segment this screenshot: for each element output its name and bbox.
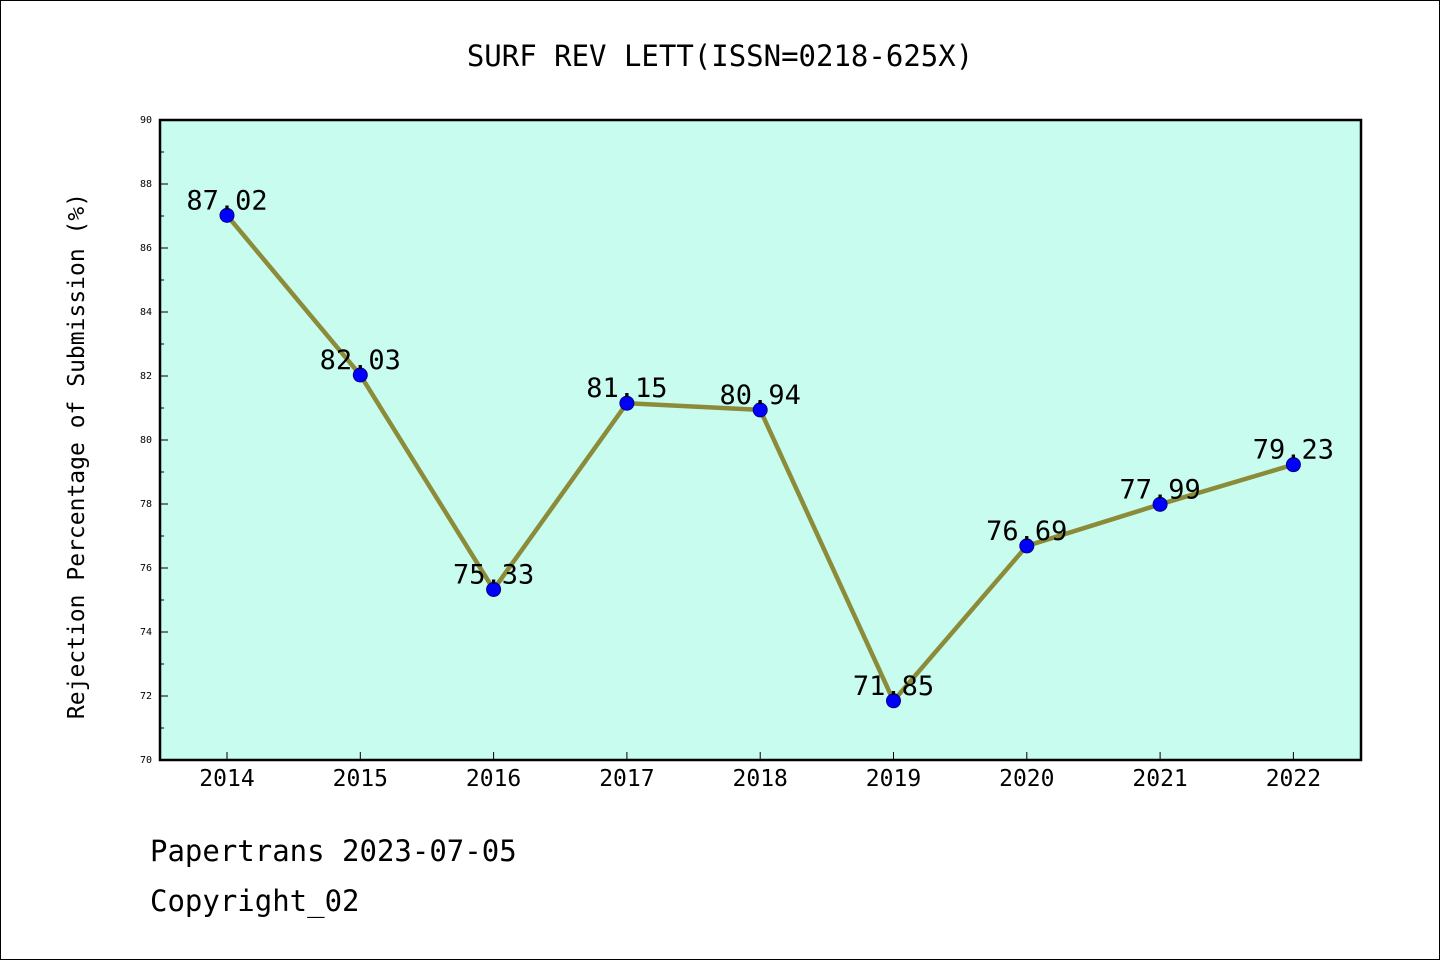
y-tick-label: 84 [140,307,152,318]
footer-date-text: Papertrans 2023-07-05 [150,834,517,868]
chart-title: SURF REV LETT(ISSN=0218-625X) [467,39,973,73]
series-group [219,207,1301,709]
data-point-marker [352,367,368,383]
data-point-marker [886,693,901,709]
data-label: 87.02 [186,185,267,216]
y-tick-label: 78 [140,499,152,510]
x-tick-label: 2021 [1132,766,1187,792]
data-label: 77.99 [1119,474,1200,505]
x-tick-label: 2017 [599,766,654,792]
y-tick-label: 90 [140,115,152,126]
data-point-marker [619,395,635,411]
data-labels-group: 87.02 82.03 75.33 81.15 80.94 71.85 76.69 77.99… [186,185,1334,701]
data-label: 80.94 [720,380,801,411]
y-tick-label: 86 [140,243,152,254]
plot-border [158,118,1363,762]
data-point-marker [1285,457,1301,473]
x-tick-label: 2022 [1266,766,1321,792]
data-label: 75.33 [453,559,534,590]
y-tick-label: 88 [140,179,152,190]
data-point-marker [1019,538,1035,554]
y-tick-label: 74 [140,627,152,638]
data-point-marker [486,581,502,597]
data-label: 76.69 [986,516,1067,547]
data-point-marker [1152,496,1168,512]
x-tick-label: 2014 [199,766,254,792]
data-point-marker [219,207,235,223]
data-point-marker [752,402,768,418]
y-axis-ticks: 70 72 74 76 78 80 82 84 86 88 90 [140,115,168,766]
x-tick-label: 2015 [333,766,388,792]
y-tick-label: 72 [140,691,152,702]
x-tick-label: 2020 [999,766,1054,792]
y-tick-label: 80 [140,435,152,446]
x-axis-ticks: 2014 2015 2016 2017 2018 2019 2020 2021 2022 [199,752,1321,792]
data-label: 82.03 [320,345,401,376]
x-tick-label: 2016 [466,766,521,792]
y-tick-label: 76 [140,563,152,574]
data-label: 79.23 [1253,435,1334,466]
y-tick-label: 82 [140,371,152,382]
footer-copyright-text: Copyright_02 [150,884,360,918]
y-tick-label: 70 [140,755,152,766]
y-axis-label: Rejection Percentage of Submission (%) [64,193,90,719]
data-label: 71.85 [853,671,934,702]
data-label: 81.15 [586,373,667,404]
x-tick-label: 2018 [733,766,788,792]
plot-area [160,120,1361,760]
x-tick-label: 2019 [866,766,921,792]
